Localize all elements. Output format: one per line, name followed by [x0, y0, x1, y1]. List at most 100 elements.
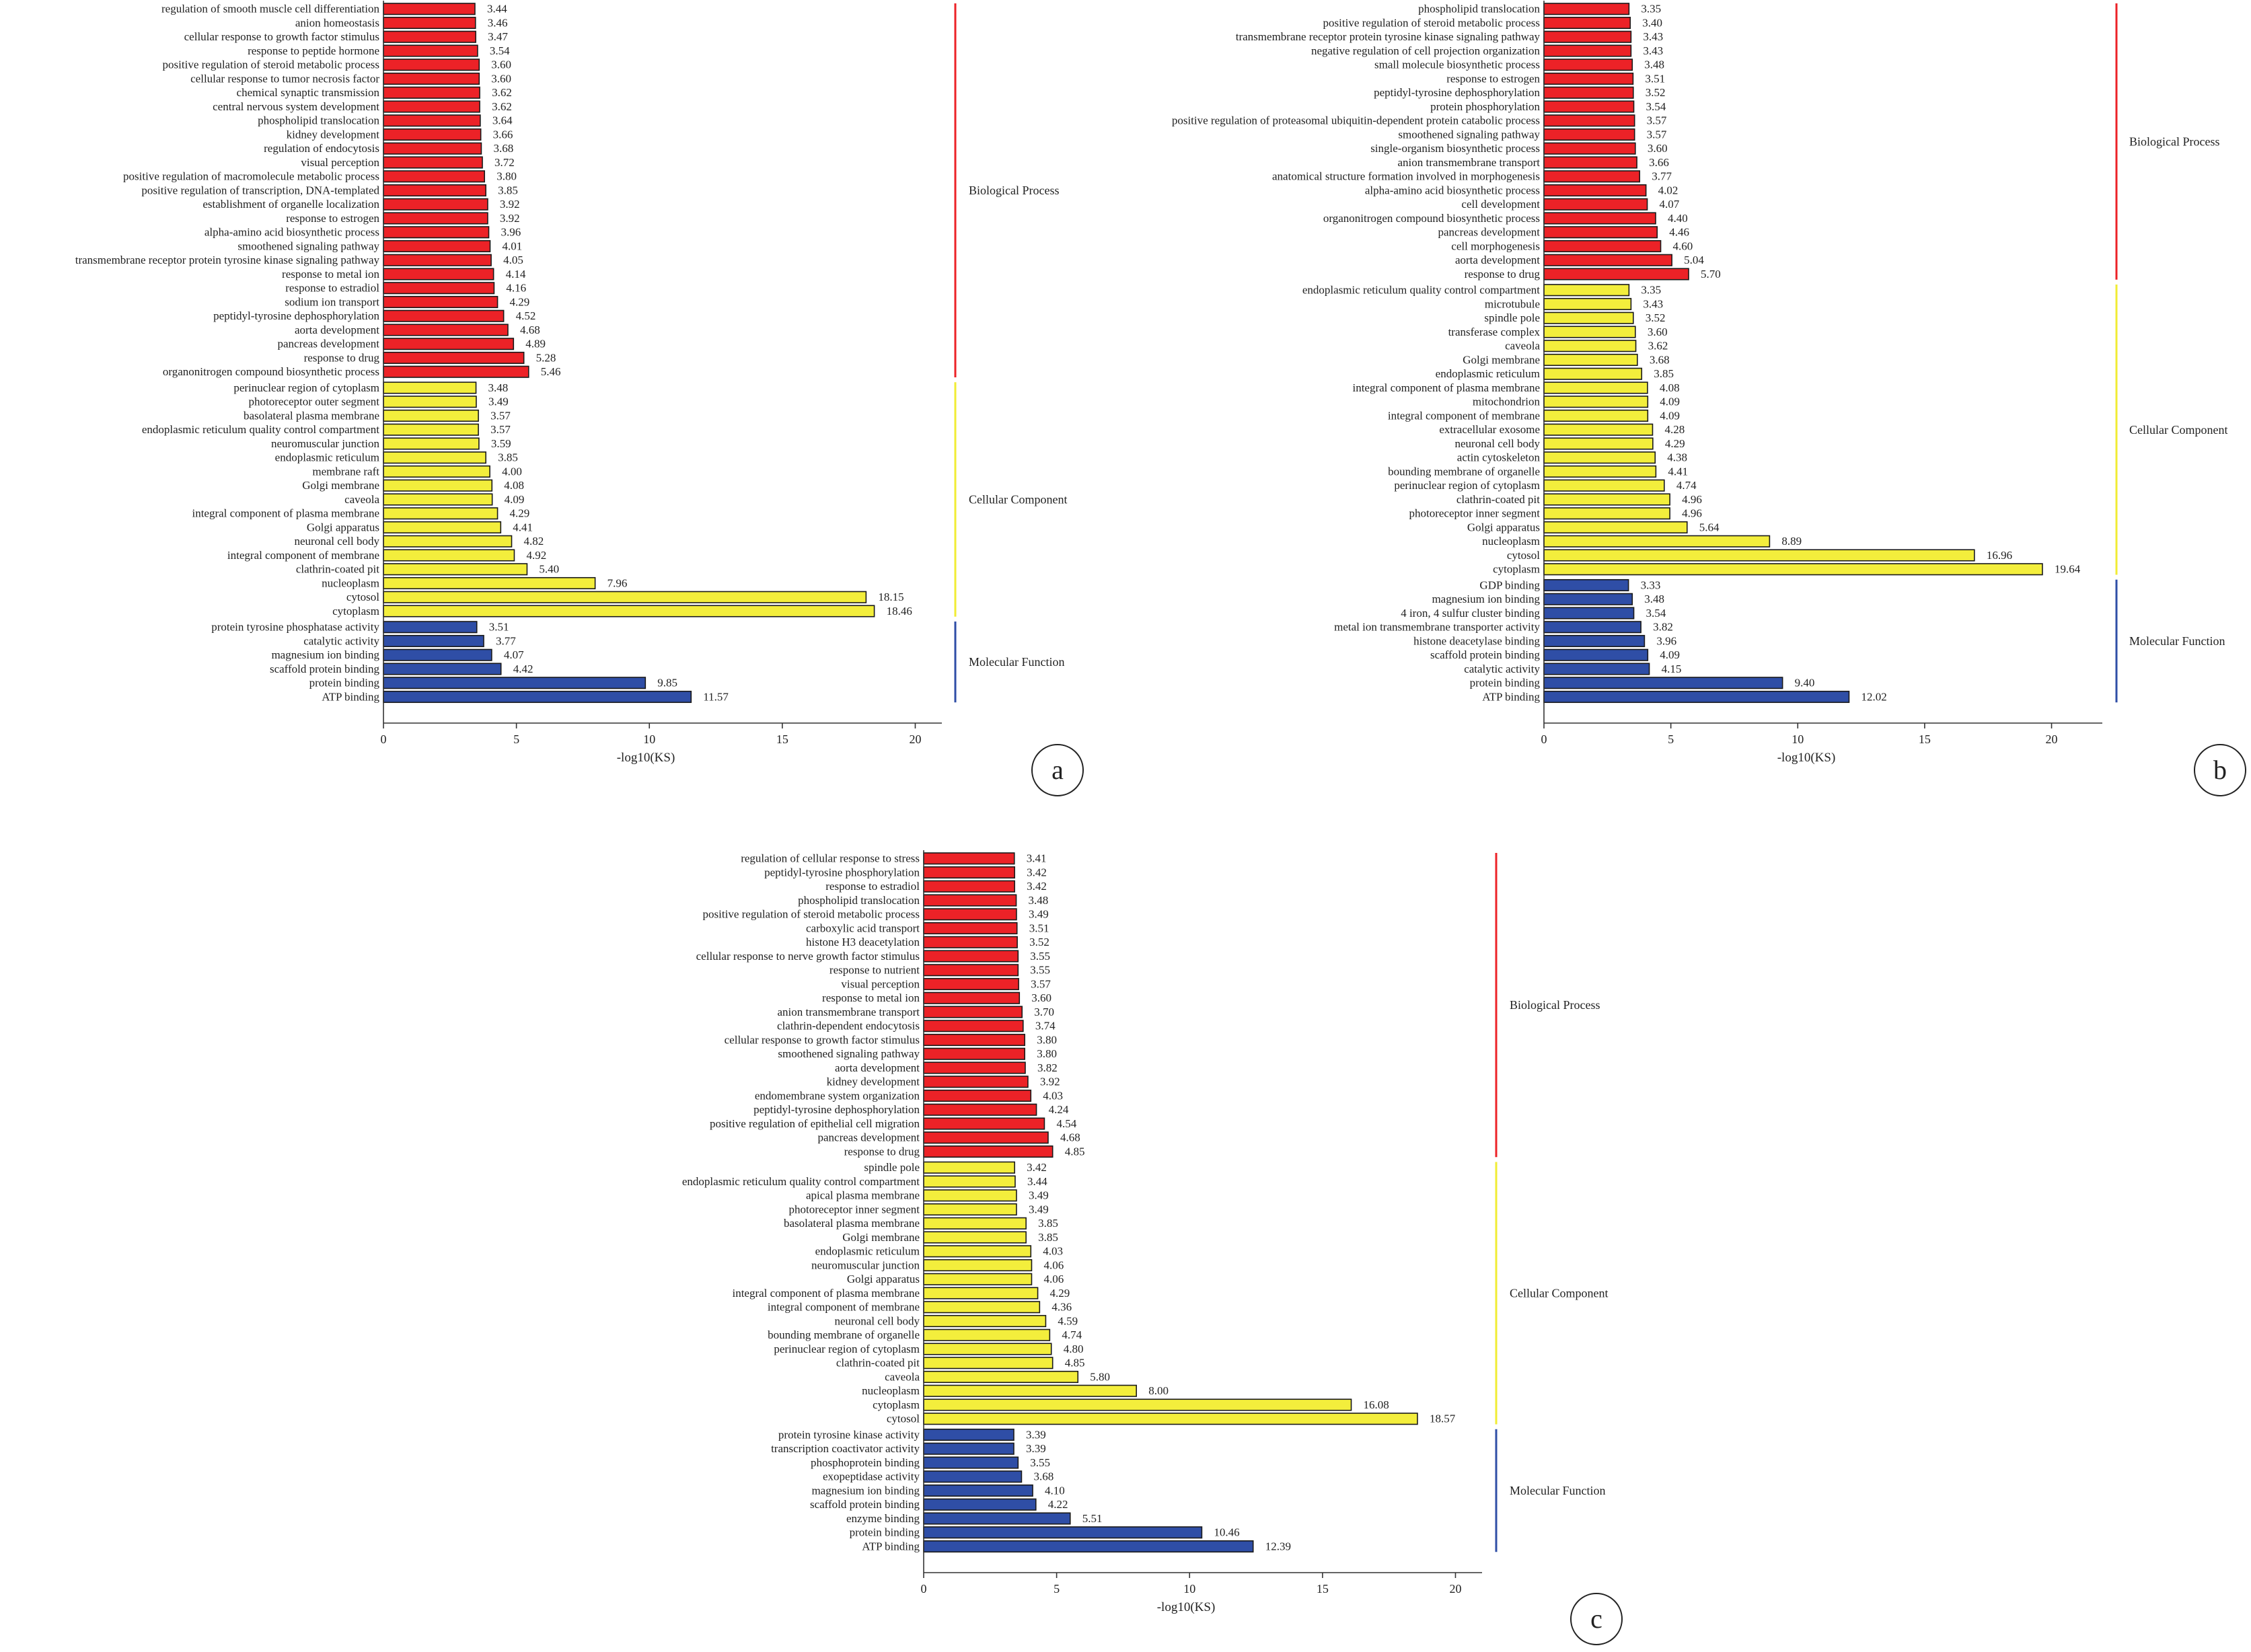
bar — [923, 1076, 1029, 1088]
bar — [383, 465, 490, 478]
value-label: 3.51 — [489, 621, 509, 634]
value-label: 10.46 — [1214, 1526, 1239, 1539]
category-label: peptidyl-tyrosine dephosphorylation — [1374, 86, 1540, 99]
value-label: 4.52 — [516, 309, 536, 322]
category-label: Golgi membrane — [842, 1231, 920, 1244]
value-label: 4.96 — [1682, 507, 1702, 520]
category-label: carboxylic acid transport — [806, 922, 920, 934]
category-label: caveola — [1505, 340, 1540, 352]
category-label: protein tyrosine kinase activity — [778, 1428, 920, 1441]
value-label: 3.59 — [491, 437, 511, 450]
value-label: 3.80 — [1037, 1047, 1057, 1060]
category-label: cellular response to tumor necrosis fact… — [190, 72, 379, 85]
bar — [1543, 593, 1633, 605]
category-label: response to estradiol — [825, 880, 920, 893]
value-label: 3.77 — [1652, 170, 1672, 183]
bar — [383, 365, 529, 378]
value-label: 9.40 — [1795, 677, 1815, 689]
bar — [923, 1470, 1023, 1483]
value-label: 3.52 — [1646, 311, 1666, 324]
group-label: Cellular Component — [1510, 1287, 1608, 1300]
category-label: transmembrane receptor protein tyrosine … — [1236, 30, 1541, 43]
category-label: neuromuscular junction — [811, 1259, 920, 1271]
category-label: integral component of plasma membrane — [732, 1287, 920, 1300]
category-label: protein binding — [309, 677, 380, 689]
category-label: response to drug — [844, 1145, 920, 1158]
category-label: protein phosphorylation — [1430, 100, 1540, 113]
value-label: 7.96 — [607, 576, 628, 589]
value-label: 3.57 — [1647, 114, 1667, 127]
category-label: aorta development — [295, 324, 379, 336]
value-label: 4.68 — [1060, 1131, 1080, 1144]
x-tick-label: 5 — [1668, 733, 1674, 746]
value-label: 3.77 — [496, 634, 516, 647]
value-label: 3.60 — [491, 59, 511, 71]
bar — [383, 634, 484, 648]
bar — [383, 648, 492, 661]
category-label: phosphoprotein binding — [811, 1456, 920, 1469]
value-label: 4.85 — [1065, 1145, 1085, 1158]
bar — [383, 663, 502, 675]
bar — [1543, 507, 1670, 520]
value-label: 4.14 — [506, 268, 526, 280]
category-label: establishment of organelle localization — [202, 198, 379, 211]
category-label: Golgi apparatus — [847, 1273, 920, 1285]
category-label: response to estrogen — [286, 212, 379, 225]
value-label: 4.09 — [1660, 648, 1680, 661]
category-label: small molecule biosynthetic process — [1374, 59, 1540, 71]
x-tick-label: 0 — [1541, 733, 1547, 746]
value-label: 3.96 — [501, 226, 521, 239]
value-label: 3.43 — [1643, 297, 1663, 310]
panel-label-circle — [1031, 744, 1084, 796]
bar — [923, 922, 1018, 935]
bar — [1543, 254, 1672, 266]
bar — [383, 44, 478, 57]
category-label: integral component of plasma membrane — [192, 507, 379, 520]
bar — [923, 1456, 1019, 1469]
value-label: 3.68 — [493, 142, 513, 155]
bar — [923, 1131, 1049, 1144]
category-label: scaffold protein binding — [270, 663, 380, 675]
category-label: mitochondrion — [1473, 396, 1541, 408]
category-label: regulation of smooth muscle cell differe… — [161, 3, 380, 15]
value-label: 3.80 — [1037, 1033, 1057, 1046]
category-label: smoothened signaling pathway — [1398, 128, 1540, 141]
bar — [1543, 297, 1632, 311]
category-label: phospholipid translocation — [798, 894, 920, 907]
category-label: ATP binding — [862, 1540, 920, 1552]
value-label: 5.28 — [536, 351, 556, 364]
bar — [383, 381, 477, 394]
bar — [383, 239, 491, 253]
bar — [1543, 465, 1657, 478]
category-label: endoplasmic reticulum — [815, 1245, 920, 1258]
category-label: anion transmembrane transport — [1398, 156, 1541, 169]
category-label: cytoplasm — [332, 605, 379, 617]
value-label: 3.82 — [1653, 621, 1673, 634]
value-label: 3.55 — [1030, 1456, 1050, 1469]
x-tick-label: 15 — [1919, 733, 1931, 746]
bar — [1543, 677, 1783, 689]
category-label: histone H3 deacetylation — [806, 936, 920, 948]
bar — [1543, 353, 1638, 367]
bar — [383, 295, 499, 309]
value-label: 3.55 — [1030, 950, 1050, 963]
bar — [923, 1484, 1033, 1497]
value-label: 3.40 — [1642, 16, 1662, 29]
bar — [923, 1343, 1052, 1355]
bar — [383, 479, 493, 492]
bar — [383, 535, 513, 548]
x-tick-label: 10 — [1792, 733, 1804, 746]
bar — [923, 1161, 1015, 1174]
category-label: aorta development — [1455, 254, 1540, 266]
bar — [383, 338, 515, 350]
bar — [1543, 184, 1647, 197]
bar — [1543, 690, 1850, 704]
bar — [383, 16, 476, 30]
category-label: pancreas development — [277, 338, 379, 350]
category-label: ATP binding — [322, 690, 379, 703]
bar — [923, 977, 1019, 991]
value-label: 19.64 — [2055, 563, 2081, 576]
value-label: 3.66 — [1649, 156, 1669, 169]
category-label: chemical synaptic transmission — [237, 86, 380, 99]
bar — [923, 1020, 1024, 1032]
